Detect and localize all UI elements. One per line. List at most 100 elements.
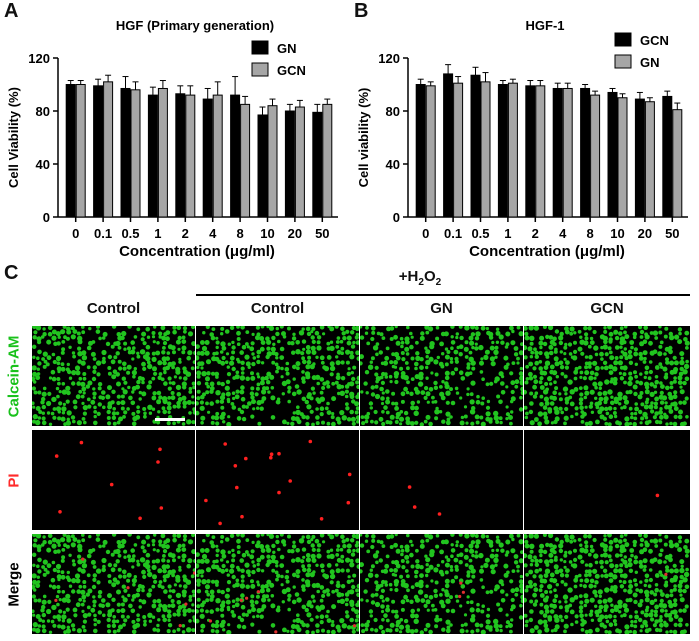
micrograph-calcein-am-3 [524, 326, 690, 426]
bar-gn-1 [507, 82, 518, 218]
x-tick-label: 50 [665, 226, 679, 241]
bar-gcn-20 [294, 106, 305, 218]
legend-label-gcn: GCN [277, 63, 306, 78]
bar-gcn-0 [75, 84, 86, 218]
column-header-control-2: Control [250, 300, 305, 317]
x-axis-label: Concentration (μg/ml) [469, 243, 625, 260]
x-tick-label: 0.5 [121, 226, 139, 241]
row-label-calcein: Calcein-AM [5, 335, 23, 418]
micrograph-calcein-am-0 [32, 326, 195, 426]
micrograph-merge-2 [360, 534, 523, 634]
micrograph-calcein-am-1 [196, 326, 359, 426]
panel-a-letter: A [4, 0, 19, 22]
x-tick-label: 0.1 [444, 226, 462, 241]
legend-swatch-gn [251, 40, 269, 55]
bar-gcn-0.5 [130, 89, 141, 218]
bar-gn-1 [147, 94, 158, 218]
chart-title: HGF (Primary generation) [116, 18, 274, 33]
chart-title: HGF-1 [526, 18, 565, 33]
bar-gcn-2 [525, 85, 536, 218]
legend-label-gcn: GCN [640, 33, 669, 48]
h2o2-label: +H2O2 [398, 268, 442, 288]
y-tick-label: 120 [378, 51, 400, 66]
legend-label-gn: GN [640, 55, 660, 70]
x-tick-label: 4 [209, 226, 217, 241]
x-tick-label: 20 [288, 226, 302, 241]
micrograph-pi-2 [360, 430, 523, 530]
column-header-gcn: GCN [590, 300, 624, 317]
bar-gn-50 [312, 111, 323, 218]
bar-gn-0.5 [480, 81, 491, 218]
bar-gcn-0.1 [443, 73, 454, 218]
x-axis-label: Concentration (μg/ml) [119, 243, 275, 260]
x-tick-label: 0.5 [471, 226, 489, 241]
bar-gn-10 [257, 114, 268, 218]
column-header-control-1: Control [86, 300, 141, 317]
bar-gcn-10 [607, 91, 618, 218]
bar-gcn-8 [580, 87, 591, 218]
micrograph-pi-1 [196, 430, 359, 530]
legend-label-gn: GN [277, 41, 297, 56]
y-axis-label: Cell Viability (%) [6, 87, 21, 188]
x-tick-label: 1 [504, 226, 511, 241]
row-label-pi: PI [5, 473, 23, 488]
bar-gn-0.1 [453, 82, 464, 218]
bar-gn-20 [284, 110, 295, 218]
legend-swatch-gcn [251, 62, 269, 77]
h2o2-bracket [196, 294, 690, 296]
panel-c-letter: C [4, 262, 19, 284]
y-tick-label: 80 [36, 104, 50, 119]
column-header-gn: GN [430, 300, 453, 317]
x-tick-label: 2 [182, 226, 189, 241]
legend-swatch-gn [614, 54, 632, 69]
y-tick-label: 40 [386, 157, 400, 172]
bar-gn-2 [175, 93, 186, 218]
bar-gcn-10 [267, 105, 278, 218]
y-tick-label: 40 [36, 157, 50, 172]
y-axis-label: Cell viability (%) [356, 88, 371, 188]
x-tick-label: 8 [586, 226, 593, 241]
row-label-merge: Merge [5, 562, 23, 607]
micrograph-merge-0 [32, 534, 195, 634]
bar-gn-0.5 [120, 87, 131, 218]
x-tick-label: 2 [532, 226, 539, 241]
bar-gn-0.1 [93, 85, 104, 218]
x-tick-label: 0 [422, 226, 429, 241]
y-tick-label: 120 [28, 51, 50, 66]
y-tick-label: 80 [386, 104, 400, 119]
bar-gcn-2 [185, 94, 196, 218]
bar-gcn-1 [497, 84, 508, 218]
bar-gn-0 [425, 85, 436, 218]
bar-gn-10 [617, 97, 628, 218]
bar-gcn-1 [157, 87, 168, 218]
bar-gcn-0.5 [470, 74, 481, 218]
bar-gn-0 [65, 84, 76, 218]
x-tick-label: 0.1 [94, 226, 112, 241]
bar-gcn-4 [212, 94, 223, 218]
legend-swatch-gcn [614, 32, 632, 47]
bar-gn-50 [672, 109, 683, 218]
x-tick-label: 10 [610, 226, 624, 241]
micrograph-calcein-am-2 [360, 326, 523, 426]
micrograph-pi-3 [524, 430, 690, 530]
bar-gn-20 [644, 101, 655, 218]
x-tick-label: 8 [236, 226, 243, 241]
x-tick-label: 10 [260, 226, 274, 241]
panel-b-letter: B [354, 0, 369, 22]
bar-gcn-20 [634, 98, 645, 218]
bar-gcn-8 [240, 103, 251, 218]
micrograph-pi-0 [32, 430, 195, 530]
micrograph-merge-3 [524, 534, 690, 634]
x-tick-label: 50 [315, 226, 329, 241]
bar-gcn-50 [322, 103, 333, 218]
y-tick-label: 0 [43, 210, 50, 225]
bar-gcn-0 [415, 84, 426, 218]
bar-gn-4 [562, 87, 573, 218]
x-tick-label: 4 [559, 226, 567, 241]
x-tick-label: 1 [154, 226, 161, 241]
bar-gn-8 [590, 94, 601, 218]
y-tick-label: 0 [393, 210, 400, 225]
x-tick-label: 20 [638, 226, 652, 241]
